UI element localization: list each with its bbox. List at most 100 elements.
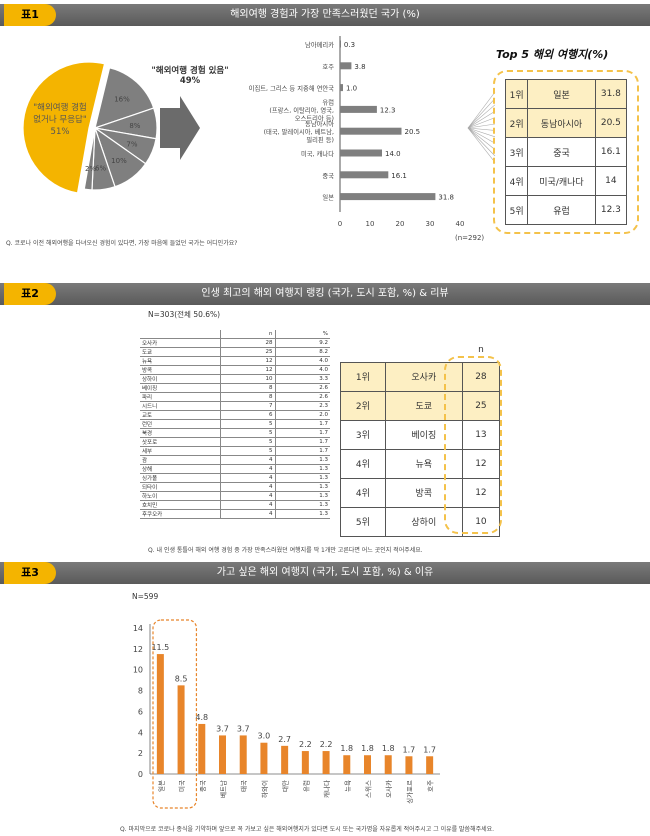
vbar-category: 태국	[240, 780, 248, 792]
fan-line	[467, 123, 496, 129]
mini-cell: 4	[219, 500, 275, 510]
mini-cell: 2.6	[274, 383, 330, 393]
fan-line	[467, 91, 496, 129]
top5-cell: 16.1	[594, 137, 628, 167]
hbar-category: 중국	[322, 172, 334, 180]
mini-cell: 4.0	[274, 356, 330, 366]
vbar-bar	[156, 654, 164, 774]
top5-cell: 20.5	[594, 108, 628, 138]
rank-cell: 25	[461, 390, 501, 421]
fan-line	[467, 127, 496, 157]
top5-box: 1위 일본 31.8 2위 동남아시아 20.5 3위 중국 16.1 4위 미국/캐나다 14 5위 유…	[493, 70, 639, 234]
mini-row: 후쿠오카 4 1.3	[140, 509, 330, 519]
hbar-value: 12.3	[380, 106, 396, 114]
mini-row: 호치민 4 1.3	[140, 500, 330, 510]
vbar-tick: 8	[138, 687, 143, 696]
vbar-value: 4.8	[195, 713, 208, 722]
mini-cell: 3.3	[274, 374, 330, 384]
hbar-value: 16.1	[391, 172, 407, 180]
top5-title: Top 5 해외 여행지(%)	[496, 48, 609, 61]
top5-row: 3위 중국 16.1	[504, 137, 628, 167]
vbar-value: 1.7	[423, 745, 436, 754]
mini-row: 방콕 12 4.0	[140, 365, 330, 375]
vbar-value: 3.7	[216, 724, 229, 733]
mini-cell: 세부	[140, 446, 220, 456]
vbar-value: 1.8	[340, 744, 353, 753]
hbar-bar	[340, 193, 436, 201]
vbar-category: 캐나다	[322, 780, 331, 798]
top5-cell: 동남아시아	[527, 108, 596, 138]
top5-cell: 2위	[504, 108, 529, 138]
hbar-bar	[340, 40, 341, 48]
mini-cell: 28	[219, 338, 275, 348]
mini-cell: 4	[219, 464, 275, 474]
fan-line	[467, 127, 496, 131]
fan-line	[467, 127, 496, 138]
fan-line	[467, 98, 496, 129]
vbar-tick: 14	[133, 624, 143, 633]
mini-cell: 하노이	[140, 491, 220, 501]
vbar-highlight-box	[152, 619, 198, 809]
hbar-chart: 남아메리카 0.3 호주 3.8 이집트, 그리스 등 지중해 연안국 1.0 유럽 (프랑스…	[249, 36, 464, 228]
top5-cell: 1위	[504, 79, 529, 109]
mini-row: 삿포로 5 1.7	[140, 437, 330, 447]
vbar-chart: 0 2 4 6 8 10 12 14 11.5 일본 8.5 미국 4.8 중국 3.7 베트남 3.7 태국 3.…	[133, 619, 440, 809]
mini-cell: 4.0	[274, 365, 330, 375]
panel-2-tag: 표2	[4, 283, 56, 305]
mini-header-cell: %	[274, 330, 330, 339]
pie-slice-label: 2%	[85, 165, 96, 173]
pie-slice-label: 16%	[114, 95, 130, 103]
vbar-tick: 12	[133, 645, 143, 654]
mini-cell: 8.2	[274, 347, 330, 357]
top5-cell: 3위	[504, 137, 529, 167]
pie-yes-pct: 49%	[179, 76, 201, 86]
hbar-category: 유럽 (프랑스, 이탈리아, 영국, 오스트리아 등)	[269, 97, 334, 122]
mini-cell: 5	[219, 428, 275, 438]
mini-cell: 1.7	[274, 419, 330, 429]
mini-cell: 파리	[140, 392, 220, 402]
vbar-category: 베트남	[219, 780, 228, 798]
hbar-value: 14.0	[385, 150, 401, 158]
panel-3-title: 가고 싶은 해외 여행지 (국가, 도시 포함, %) & 이유	[216, 567, 434, 578]
fan-line	[467, 127, 496, 150]
panel-3-question: Q. 마지막으로 코로나 종식을 기약하며 앞으로 꼭 가보고 싶은 해외여행지…	[120, 826, 495, 833]
hbar-tick: 20	[396, 220, 405, 228]
vbar-category: 스위스	[365, 780, 373, 798]
hbar-value: 3.8	[354, 63, 365, 71]
vbar-bar	[384, 755, 392, 774]
mini-row: 파리 8 2.6	[140, 392, 330, 402]
mini-cell: 6	[219, 410, 275, 420]
vbar-tick: 6	[138, 707, 143, 716]
mini-cell: 2.3	[274, 401, 330, 411]
panel-3-n: N=599	[132, 592, 159, 601]
pie-slice-label: 10%	[111, 157, 127, 165]
hbar-bar	[340, 62, 352, 70]
fan-line	[467, 127, 496, 144]
mini-cell: 후쿠오카	[140, 509, 220, 519]
mini-cell: 1.3	[274, 482, 330, 492]
pie-label-yes: "해외여행 경험 있음" 49%	[130, 64, 250, 86]
vbar-category: 호주	[427, 780, 435, 792]
vbar-tick: 4	[138, 728, 143, 737]
top5-cell: 14	[594, 166, 628, 196]
mini-row: 교토 6 2.0	[140, 410, 330, 420]
panel-3: 표3 가고 싶은 해외 여행지 (국가, 도시 포함, %) & 이유 N=59…	[0, 562, 650, 836]
mini-cell: 8	[219, 392, 275, 402]
mini-cell: 12	[219, 365, 275, 375]
mini-header-cell	[140, 330, 220, 339]
mini-row: 오사카 28 9.2	[140, 338, 330, 348]
hbar-category: 남아메리카	[305, 40, 334, 49]
mini-cell: 교토	[140, 410, 220, 420]
vbar-bar	[364, 755, 371, 774]
panel-1-tag: 표1	[4, 4, 56, 26]
mini-cell: 4	[219, 455, 275, 465]
panel-1: 표1 해외여행 경험과 가장 만족스러웠던 국가 (%) 16% 8% 7% 10% 6…	[0, 0, 650, 255]
mini-row: 싱가폴 4 1.3	[140, 473, 330, 483]
mini-cell: 4	[219, 482, 275, 492]
mini-row: 베이징 8 2.6	[140, 383, 330, 393]
panel-2-title: 인생 최고의 해외 여행지 랭킹 (국가, 도시 포함, %) & 리뷰	[201, 288, 449, 299]
vbar-category: 뉴욕	[344, 780, 352, 792]
rank-cell: 13	[461, 419, 501, 450]
vbar-value: 2.2	[320, 740, 333, 749]
pie-no-text: "해외여행 경험 없거나 무응답"	[33, 103, 87, 125]
